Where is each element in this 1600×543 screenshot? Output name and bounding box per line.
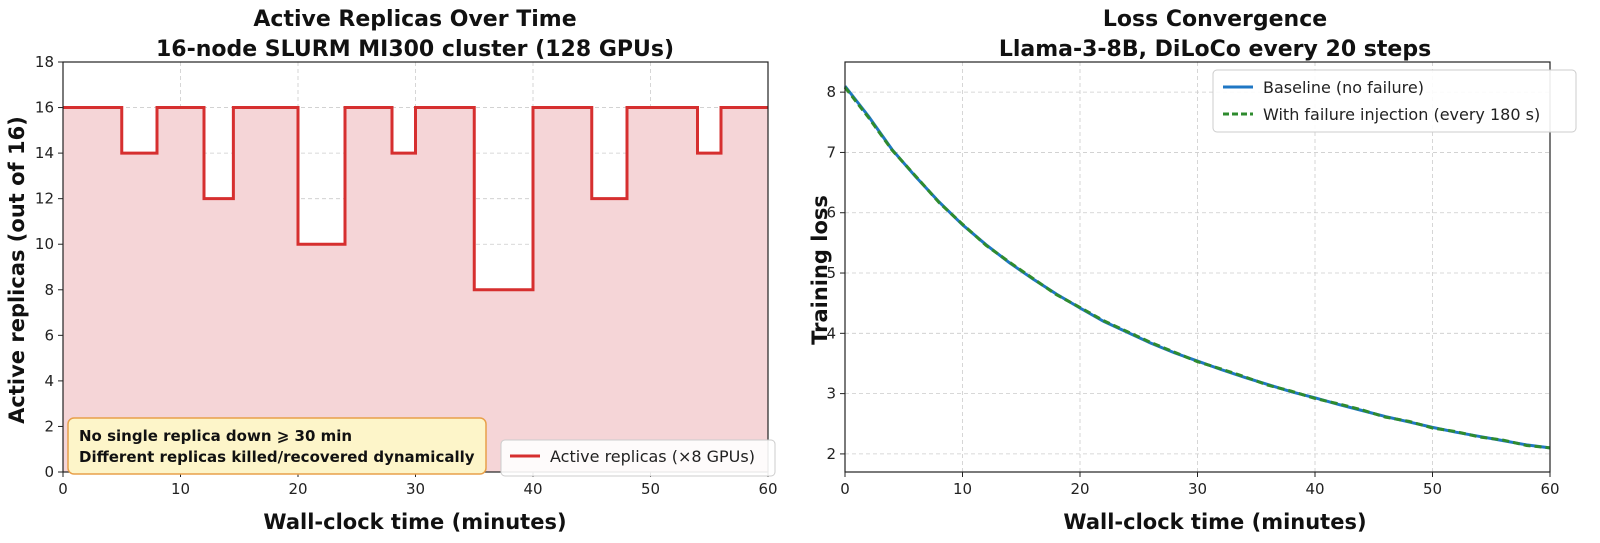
legend-frame — [1212, 69, 1577, 133]
y-tick-label: 5 — [826, 264, 836, 282]
legend-entry-active-replicas: Active replicas (×8 GPUs) — [550, 447, 755, 466]
x-tick-label: 60 — [1540, 480, 1559, 498]
x-axis-label: Wall-clock time (minutes) — [1063, 510, 1366, 534]
x-tick-label: 60 — [758, 480, 777, 498]
y-tick-label: 6 — [826, 204, 836, 222]
annotation-box: No single replica down ⩾ 30 min Differen… — [67, 417, 487, 475]
y-tick-label: 16 — [35, 99, 54, 117]
legend: Baseline (no failure) With failure injec… — [1212, 69, 1577, 133]
y-axis-label: Active replicas (out of 16) — [5, 116, 29, 424]
chart-title: Active Replicas Over Time — [253, 7, 576, 32]
x-axis: 0 10 20 30 40 50 60 — [840, 472, 1560, 498]
x-tick-label: 40 — [523, 480, 542, 498]
y-tick-label: 2 — [826, 445, 836, 463]
y-tick-label: 4 — [44, 372, 54, 390]
chart-replicas: Active Replicas Over Time 16-node SLURM … — [5, 7, 778, 534]
chart-title: Loss Convergence — [1103, 7, 1327, 32]
series-line-0 — [63, 106, 768, 292]
y-axis-label: Training loss — [808, 195, 832, 345]
x-tick-label: 10 — [171, 480, 190, 498]
y-tick-label: 18 — [35, 53, 54, 71]
y-tick-label: 12 — [35, 190, 54, 208]
grid — [844, 62, 1551, 472]
chart-loss: Loss Convergence Llama-3-8B, DiLoCo ever… — [808, 7, 1577, 534]
x-tick-label: 10 — [953, 480, 972, 498]
y-tick-label: 4 — [826, 324, 836, 342]
x-tick-label: 50 — [641, 480, 660, 498]
x-axis-label: Wall-clock time (minutes) — [263, 510, 566, 534]
plot-area — [63, 106, 768, 473]
y-tick-label: 7 — [826, 143, 836, 161]
y-axis: 0 2 4 6 8 10 12 14 16 18 — [35, 53, 63, 481]
x-tick-label: 50 — [1423, 480, 1442, 498]
y-tick-label: 6 — [44, 326, 54, 344]
annotation-background — [67, 417, 487, 475]
chart-subtitle: 16-node SLURM MI300 cluster (128 GPUs) — [156, 37, 674, 62]
annotation-line-2: Different replicas killed/recovered dyna… — [79, 448, 475, 466]
y-tick-label: 3 — [826, 385, 836, 403]
y-tick-label: 14 — [35, 144, 54, 162]
x-tick-label: 20 — [1070, 480, 1089, 498]
series-line-1 — [843, 86, 1551, 450]
y-axis: 2 3 4 5 6 7 8 — [826, 83, 845, 463]
legend: Active replicas (×8 GPUs) — [500, 439, 776, 477]
x-tick-label: 0 — [840, 480, 850, 498]
y-tick-label: 8 — [826, 83, 836, 101]
y-tick-label: 10 — [35, 235, 54, 253]
x-axis: 0 10 20 30 40 50 60 — [58, 472, 778, 498]
x-tick-label: 0 — [58, 480, 68, 498]
x-tick-label: 20 — [288, 480, 307, 498]
annotation-line-1: No single replica down ⩾ 30 min — [79, 427, 352, 445]
chart-subtitle: Llama-3-8B, DiLoCo every 20 steps — [999, 37, 1431, 62]
y-tick-label: 0 — [44, 463, 54, 481]
legend-entry-baseline: Baseline (no failure) — [1263, 78, 1424, 97]
x-tick-label: 30 — [406, 480, 425, 498]
plot-area — [843, 85, 1551, 450]
legend-frame — [500, 439, 776, 477]
x-tick-label: 40 — [1305, 480, 1324, 498]
legend-entry-failure-injection: With failure injection (every 180 s) — [1263, 105, 1540, 124]
y-tick-label: 2 — [44, 417, 54, 435]
y-tick-label: 8 — [44, 281, 54, 299]
x-tick-label: 30 — [1188, 480, 1207, 498]
